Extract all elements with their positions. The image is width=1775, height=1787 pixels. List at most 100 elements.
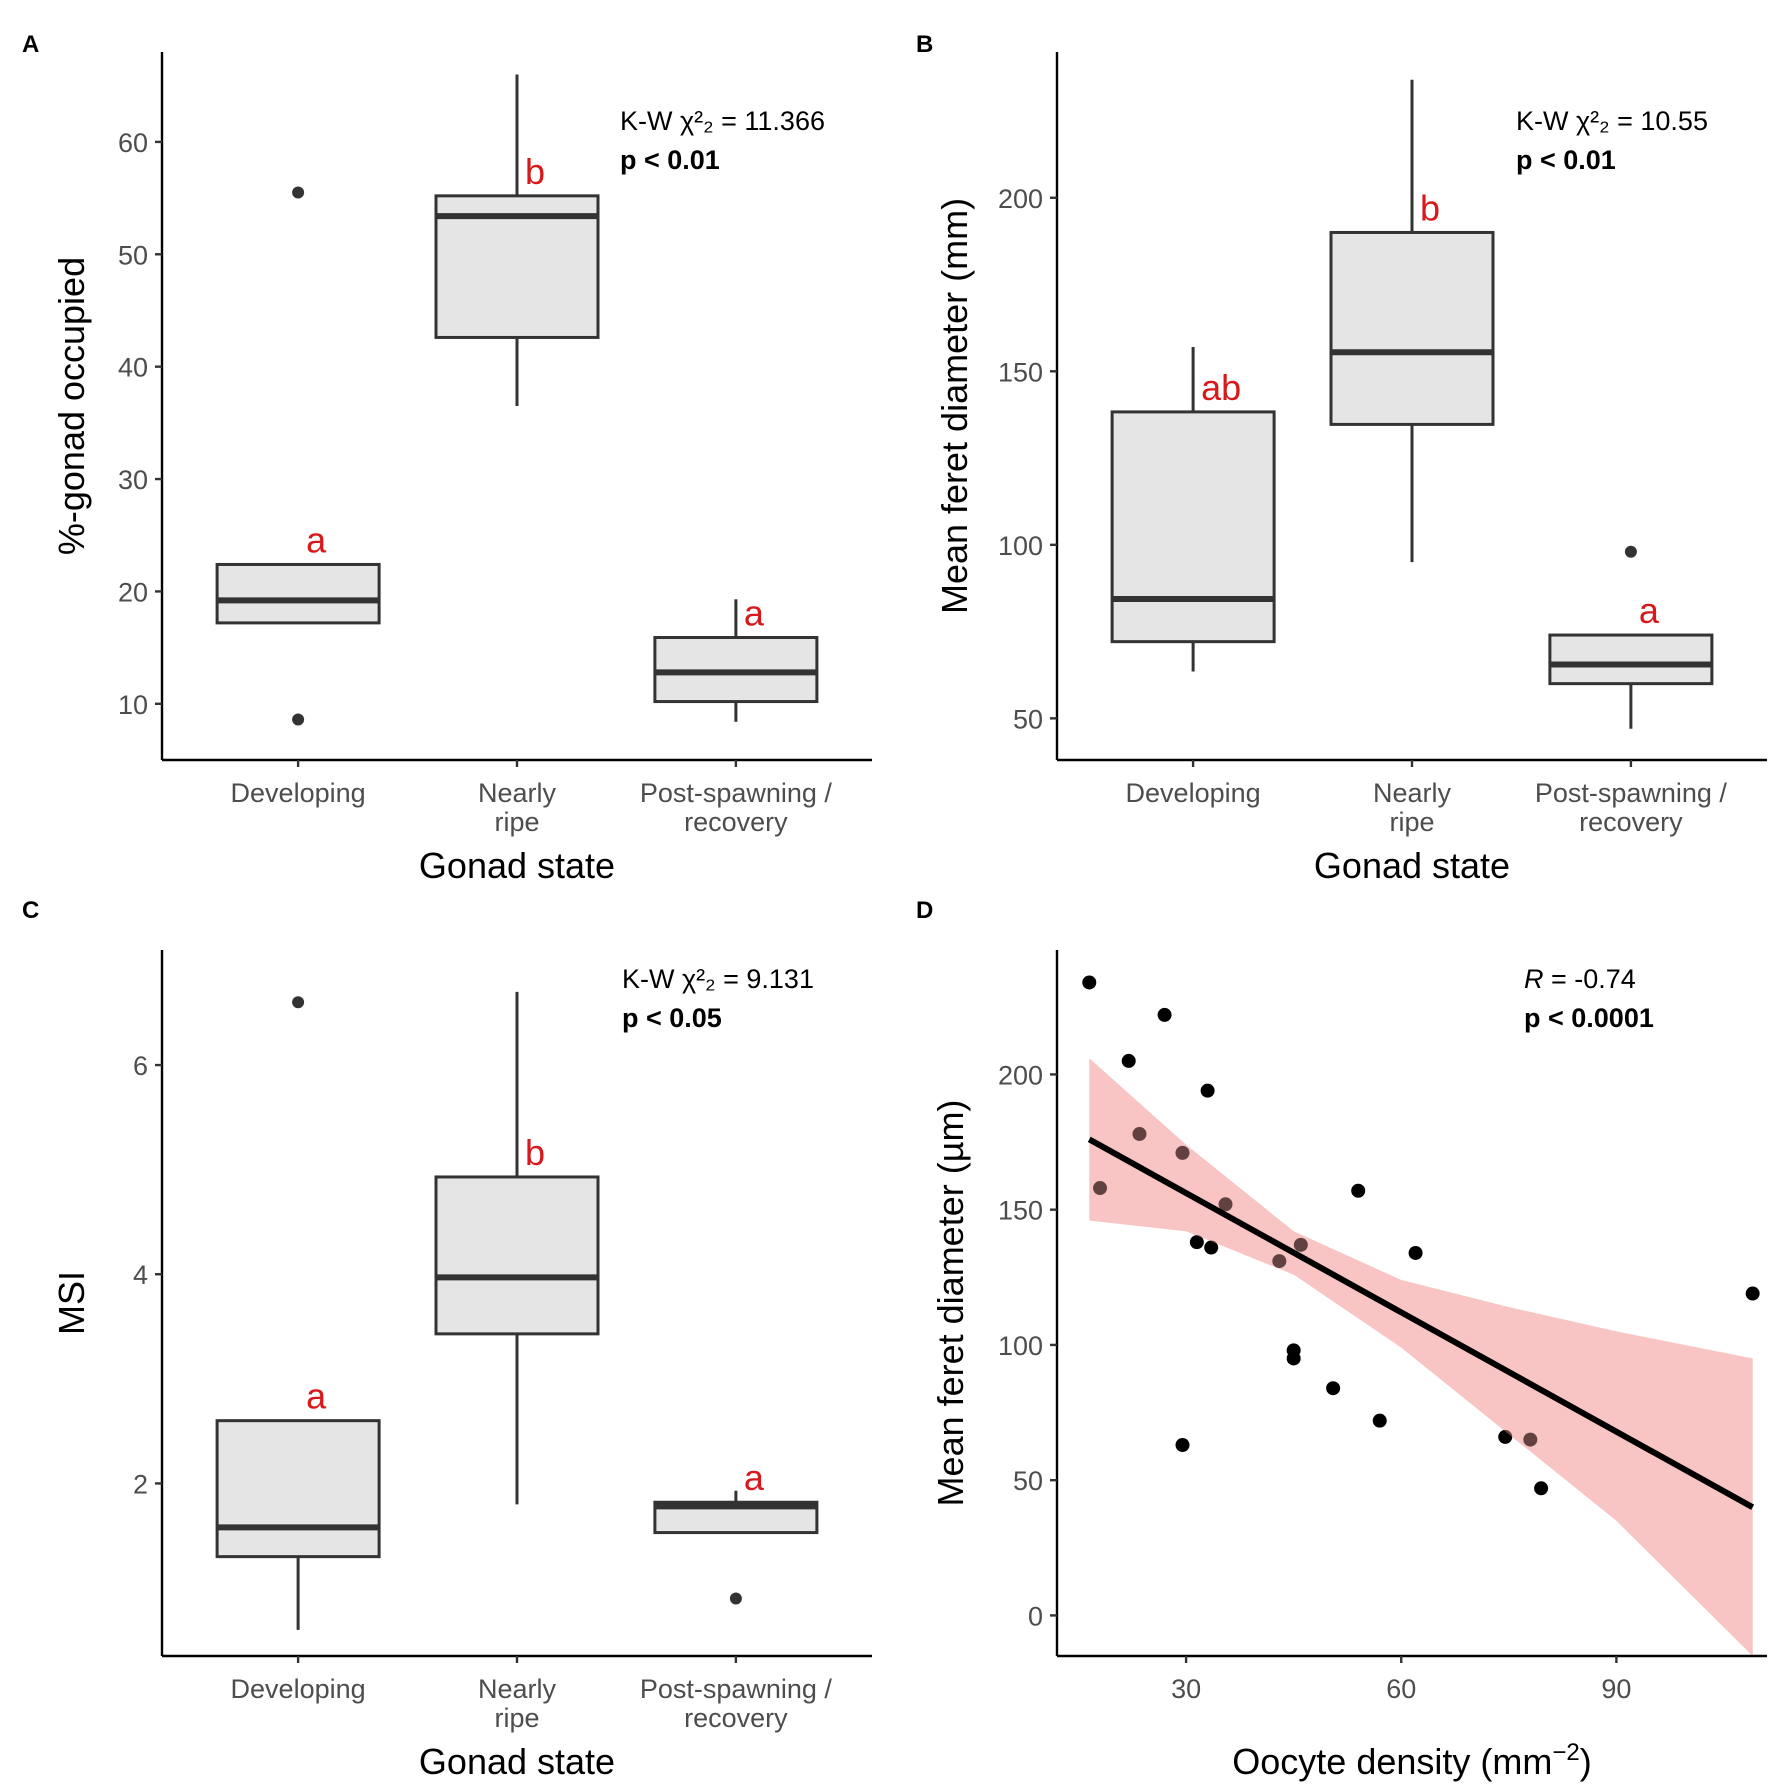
data-point <box>1175 1145 1190 1160</box>
y-tick-label: 2 <box>133 1469 148 1499</box>
x-tick-label: recovery <box>1579 807 1683 837</box>
data-point <box>1326 1381 1341 1396</box>
outlier-point <box>292 713 305 726</box>
x-tick-label: Post-spawning / <box>1535 778 1728 808</box>
x-title-sup: −2 <box>1552 1739 1579 1766</box>
stat-kw: K-W χ²₂ = 11.366 <box>620 106 825 136</box>
y-tick-label: 150 <box>998 357 1043 387</box>
y-axis-title: MSI <box>51 1271 92 1335</box>
outlier-point <box>292 996 305 1009</box>
x-tick-label: Nearly <box>478 778 557 808</box>
stat-p: p < 0.01 <box>620 145 720 175</box>
data-point <box>1408 1245 1423 1260</box>
y-tick-label: 20 <box>118 577 148 607</box>
box-iqr <box>434 1175 600 1336</box>
significance-letter: a <box>744 593 765 634</box>
x-title-end: ) <box>1580 1741 1592 1782</box>
data-point <box>1286 1351 1301 1366</box>
x-tick-label: recovery <box>684 1703 788 1733</box>
box-iqr <box>1110 410 1276 644</box>
x-axis-title: Gonad state <box>419 845 615 886</box>
box-iqr <box>434 194 600 339</box>
significance-letter: a <box>1639 590 1660 631</box>
confidence-band <box>1089 1058 1753 1656</box>
plot-marks <box>1082 975 1760 1656</box>
y-tick-label: 50 <box>118 240 148 270</box>
y-tick-label: 4 <box>133 1260 148 1290</box>
data-point <box>1745 1286 1760 1301</box>
stat-p: p < 0.05 <box>622 1003 722 1033</box>
x-tick-label: Nearly <box>478 1674 557 1704</box>
data-point <box>1498 1429 1513 1444</box>
significance-letter: b <box>525 151 545 192</box>
x-tick-label: 90 <box>1601 1674 1631 1704</box>
y-tick-label: 40 <box>118 353 148 383</box>
data-point <box>1200 1083 1215 1098</box>
data-point <box>1293 1237 1308 1252</box>
data-point <box>1157 1007 1172 1022</box>
data-point <box>1204 1240 1219 1255</box>
y-tick-label: 50 <box>1013 704 1043 734</box>
y-tick-label: 0 <box>1028 1601 1043 1631</box>
significance-letter: a <box>306 1376 327 1417</box>
significance-letter: b <box>1420 187 1440 228</box>
box-iqr <box>1329 230 1495 426</box>
stat-p: p < 0.0001 <box>1524 1003 1654 1033</box>
plot-marks: a b a <box>215 74 819 726</box>
y-tick-label: 100 <box>998 531 1043 561</box>
box-iqr <box>1548 633 1714 686</box>
y-tick-label: 150 <box>998 1196 1043 1226</box>
panel-letter: A <box>22 31 39 58</box>
data-point <box>1372 1413 1387 1428</box>
data-point <box>1218 1197 1233 1212</box>
x-title-main: Oocyte density (mm <box>1232 1741 1552 1782</box>
y-tick-label: 50 <box>1013 1466 1043 1496</box>
axis-ticks: 0 50 100 150 200 30 60 90 <box>998 1060 1631 1704</box>
x-axis-title: Gonad state <box>419 1741 615 1782</box>
data-point <box>1272 1254 1287 1269</box>
plot-marks: a b a <box>215 991 819 1630</box>
data-point <box>1175 1438 1190 1453</box>
y-axis-title: %-gonad occupied <box>51 257 92 555</box>
data-point <box>1132 1126 1147 1141</box>
x-tick-label: Developing <box>231 778 366 808</box>
x-tick-label: ripe <box>494 1703 539 1733</box>
significance-letter: ab <box>1201 367 1241 408</box>
x-tick-label: Nearly <box>1373 778 1452 808</box>
panel-letter: B <box>916 31 933 58</box>
x-tick-label: Post-spawning / <box>640 1674 833 1704</box>
plot-marks: ab b a <box>1110 79 1714 729</box>
significance-letter: a <box>744 1457 765 1498</box>
significance-letter: a <box>306 519 327 560</box>
y-tick-label: 6 <box>133 1051 148 1081</box>
box-iqr <box>215 1419 381 1559</box>
panel-letter: C <box>22 897 39 924</box>
x-tick-label: 30 <box>1171 1674 1201 1704</box>
x-tick-label: ripe <box>494 807 539 837</box>
stat-kw: K-W χ²₂ = 10.55 <box>1516 106 1708 136</box>
x-tick-label: Developing <box>231 1674 366 1704</box>
y-tick-label: 10 <box>118 690 148 720</box>
y-tick-label: 60 <box>118 128 148 158</box>
x-axis-title: Gonad state <box>1314 845 1510 886</box>
x-axis-title: Oocyte density (mm−2) <box>1232 1739 1591 1782</box>
significance-letter: b <box>525 1132 545 1173</box>
y-axis-title: Mean feret diameter (µm) <box>930 1100 971 1507</box>
y-tick-label: 200 <box>998 184 1043 214</box>
regression-line <box>1087 1136 1755 1510</box>
y-tick-label: 100 <box>998 1331 1043 1361</box>
data-point <box>1093 1181 1108 1196</box>
data-point <box>1082 975 1097 990</box>
x-tick-label: 60 <box>1386 1674 1416 1704</box>
outlier-point <box>292 186 305 199</box>
x-tick-label: ripe <box>1389 807 1434 837</box>
y-axis-title: Mean feret diameter (mm) <box>934 198 975 614</box>
y-tick-label: 30 <box>118 465 148 495</box>
box-iqr <box>215 562 381 625</box>
data-point <box>1121 1053 1136 1068</box>
outlier-point <box>729 1592 742 1605</box>
